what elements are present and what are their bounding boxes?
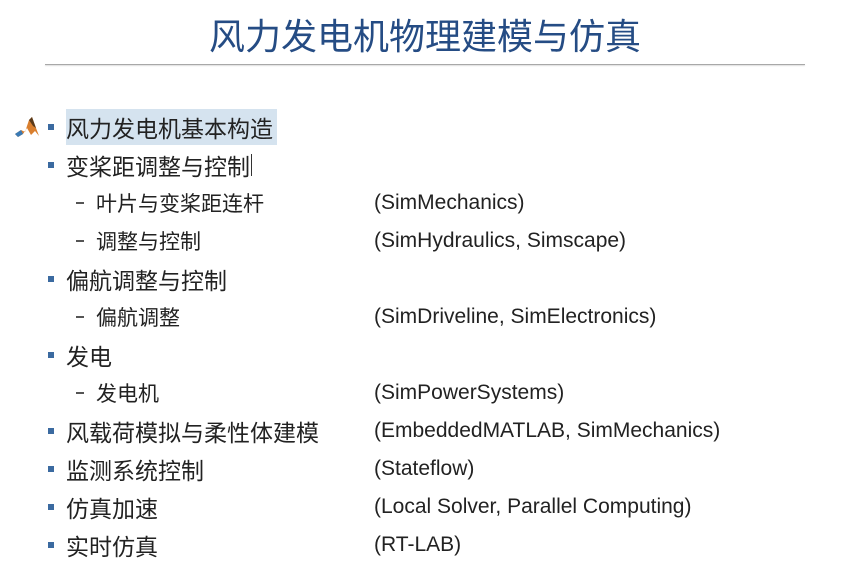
item-annotation: (EmbeddedMATLAB, SimMechanics) (374, 419, 720, 443)
list-item: 风力发电机基本构造 (48, 108, 828, 146)
square-bullet-icon (48, 124, 54, 130)
square-bullet-icon (48, 542, 54, 548)
item-annotation: (SimPowerSystems) (374, 381, 564, 405)
item-annotation: (Local Solver, Parallel Computing) (374, 495, 691, 519)
dash-bullet-icon (76, 240, 84, 242)
item-annotation: (SimHydraulics, Simscape) (374, 229, 626, 253)
list-item: 监测系统控制 (Stateflow) (48, 450, 828, 488)
matlab-logo-icon (12, 114, 42, 140)
sub-list-item: 调整与控制 (SimHydraulics, Simscape) (48, 222, 828, 260)
content-list: 风力发电机基本构造变桨距调整与控制叶片与变桨距连杆 (SimMechanics) 调… (48, 108, 828, 564)
sub-list-item: 偏航调整 (SimDriveline, SimElectronics) (48, 298, 828, 336)
item-annotation: (SimMechanics) (374, 191, 525, 215)
square-bullet-icon (48, 466, 54, 472)
dash-bullet-icon (76, 316, 84, 318)
item-label: 仿真加速 (66, 490, 158, 524)
item-annotation: (Stateflow) (374, 457, 474, 481)
item-label: 偏航调整与控制 (66, 262, 227, 296)
sub-item-label: 叶片与变桨距连杆 (96, 188, 264, 218)
item-label: 实时仿真 (66, 528, 158, 562)
sub-item-label: 发电机 (96, 378, 159, 408)
title-underline (45, 64, 805, 65)
sub-item-label: 调整与控制 (96, 226, 201, 256)
sub-list-item: 叶片与变桨距连杆 (SimMechanics) (48, 184, 828, 222)
item-label: 监测系统控制 (66, 452, 204, 486)
text-cursor-icon (251, 154, 252, 176)
square-bullet-icon (48, 276, 54, 282)
square-bullet-icon (48, 504, 54, 510)
square-bullet-icon (48, 428, 54, 434)
list-item: 仿真加速 (Local Solver, Parallel Computing) (48, 488, 828, 526)
list-item: 偏航调整与控制 (48, 260, 828, 298)
slide-title: 风力发电机物理建模与仿真 (0, 0, 850, 60)
sub-list-item: 发电机 (SimPowerSystems) (48, 374, 828, 412)
list-item: 风载荷模拟与柔性体建模 (EmbeddedMATLAB, SimMechanics… (48, 412, 828, 450)
item-label: 发电 (66, 338, 112, 372)
item-annotation: (SimDriveline, SimElectronics) (374, 305, 656, 329)
list-item: 实时仿真 (RT-LAB) (48, 526, 828, 564)
dash-bullet-icon (76, 392, 84, 394)
item-annotation: (RT-LAB) (374, 533, 461, 557)
item-label: 风力发电机基本构造 (66, 109, 277, 145)
square-bullet-icon (48, 352, 54, 358)
item-label: 变桨距调整与控制 (66, 148, 250, 182)
square-bullet-icon (48, 162, 54, 168)
dash-bullet-icon (76, 202, 84, 204)
item-label: 风载荷模拟与柔性体建模 (66, 414, 319, 448)
list-item: 发电 (48, 336, 828, 374)
list-item: 变桨距调整与控制 (48, 146, 828, 184)
sub-item-label: 偏航调整 (96, 302, 180, 332)
